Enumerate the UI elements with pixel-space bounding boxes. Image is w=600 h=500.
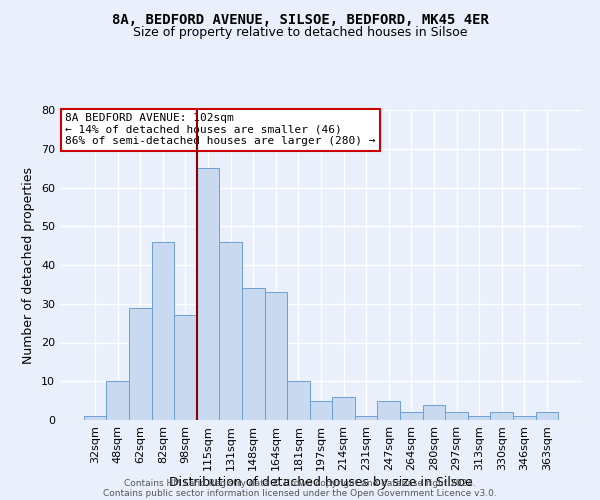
Bar xyxy=(265,292,287,420)
X-axis label: Distribution of detached houses by size in Silsoe: Distribution of detached houses by size … xyxy=(169,476,473,488)
Text: 8A BEDFORD AVENUE: 102sqm
← 14% of detached houses are smaller (46)
86% of semi-: 8A BEDFORD AVENUE: 102sqm ← 14% of detac… xyxy=(65,113,376,146)
Bar xyxy=(490,412,513,420)
Bar xyxy=(536,412,558,420)
Bar xyxy=(106,381,129,420)
Bar xyxy=(513,416,536,420)
Bar xyxy=(445,412,468,420)
Text: Contains HM Land Registry data © Crown copyright and database right 2024.: Contains HM Land Registry data © Crown c… xyxy=(124,478,476,488)
Bar xyxy=(287,381,310,420)
Bar xyxy=(332,397,355,420)
Bar xyxy=(422,404,445,420)
Text: Size of property relative to detached houses in Silsoe: Size of property relative to detached ho… xyxy=(133,26,467,39)
Text: Contains public sector information licensed under the Open Government Licence v3: Contains public sector information licen… xyxy=(103,488,497,498)
Bar xyxy=(174,316,197,420)
Bar xyxy=(310,400,332,420)
Bar xyxy=(400,412,422,420)
Bar xyxy=(242,288,265,420)
Bar xyxy=(355,416,377,420)
Text: 8A, BEDFORD AVENUE, SILSOE, BEDFORD, MK45 4ER: 8A, BEDFORD AVENUE, SILSOE, BEDFORD, MK4… xyxy=(112,12,488,26)
Bar xyxy=(84,416,106,420)
Bar xyxy=(152,242,174,420)
Bar xyxy=(197,168,220,420)
Bar xyxy=(468,416,490,420)
Bar xyxy=(129,308,152,420)
Y-axis label: Number of detached properties: Number of detached properties xyxy=(22,166,35,364)
Bar xyxy=(377,400,400,420)
Bar xyxy=(220,242,242,420)
